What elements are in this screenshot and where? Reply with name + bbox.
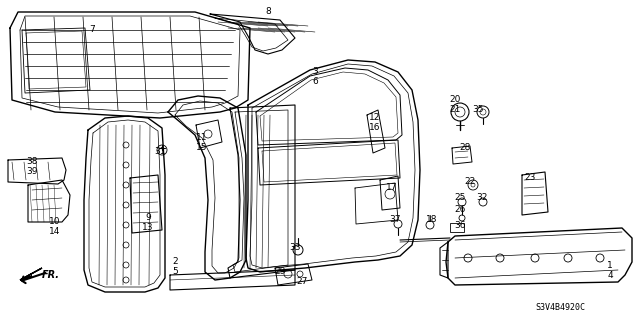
Text: 35: 35 xyxy=(472,106,484,115)
Text: 31: 31 xyxy=(154,147,166,157)
Text: 17: 17 xyxy=(387,183,397,192)
Text: 33: 33 xyxy=(289,243,301,253)
Text: 27: 27 xyxy=(296,278,308,286)
Text: 38: 38 xyxy=(26,158,38,167)
Text: 5: 5 xyxy=(172,268,178,277)
Text: 28: 28 xyxy=(460,144,470,152)
Text: 12: 12 xyxy=(369,114,381,122)
Text: 32: 32 xyxy=(476,194,488,203)
Text: 26: 26 xyxy=(454,205,466,214)
Text: 6: 6 xyxy=(312,78,318,86)
Text: 16: 16 xyxy=(369,123,381,132)
Text: 29: 29 xyxy=(275,268,285,277)
Text: 8: 8 xyxy=(265,8,271,17)
Text: 11: 11 xyxy=(196,133,208,143)
Text: 4: 4 xyxy=(607,271,613,279)
Text: 1: 1 xyxy=(607,261,613,270)
Text: 18: 18 xyxy=(426,216,438,225)
Text: 21: 21 xyxy=(449,106,461,115)
Text: 20: 20 xyxy=(449,95,461,105)
Polygon shape xyxy=(20,268,42,280)
Text: 37: 37 xyxy=(389,216,401,225)
Text: 7: 7 xyxy=(89,26,95,34)
Text: FR.: FR. xyxy=(42,270,60,280)
Text: 10: 10 xyxy=(49,218,61,226)
Text: 22: 22 xyxy=(465,177,476,187)
Bar xyxy=(450,223,464,232)
Text: 23: 23 xyxy=(524,174,536,182)
Text: 2: 2 xyxy=(172,257,178,266)
Text: 9: 9 xyxy=(145,213,151,222)
Text: S3V4B4920C: S3V4B4920C xyxy=(535,303,585,313)
Text: 39: 39 xyxy=(26,167,38,176)
Text: 3: 3 xyxy=(312,68,318,77)
Text: 14: 14 xyxy=(49,227,61,236)
Text: 15: 15 xyxy=(196,144,208,152)
Text: 25: 25 xyxy=(454,194,466,203)
Text: 13: 13 xyxy=(142,224,154,233)
Text: 36: 36 xyxy=(454,220,466,229)
